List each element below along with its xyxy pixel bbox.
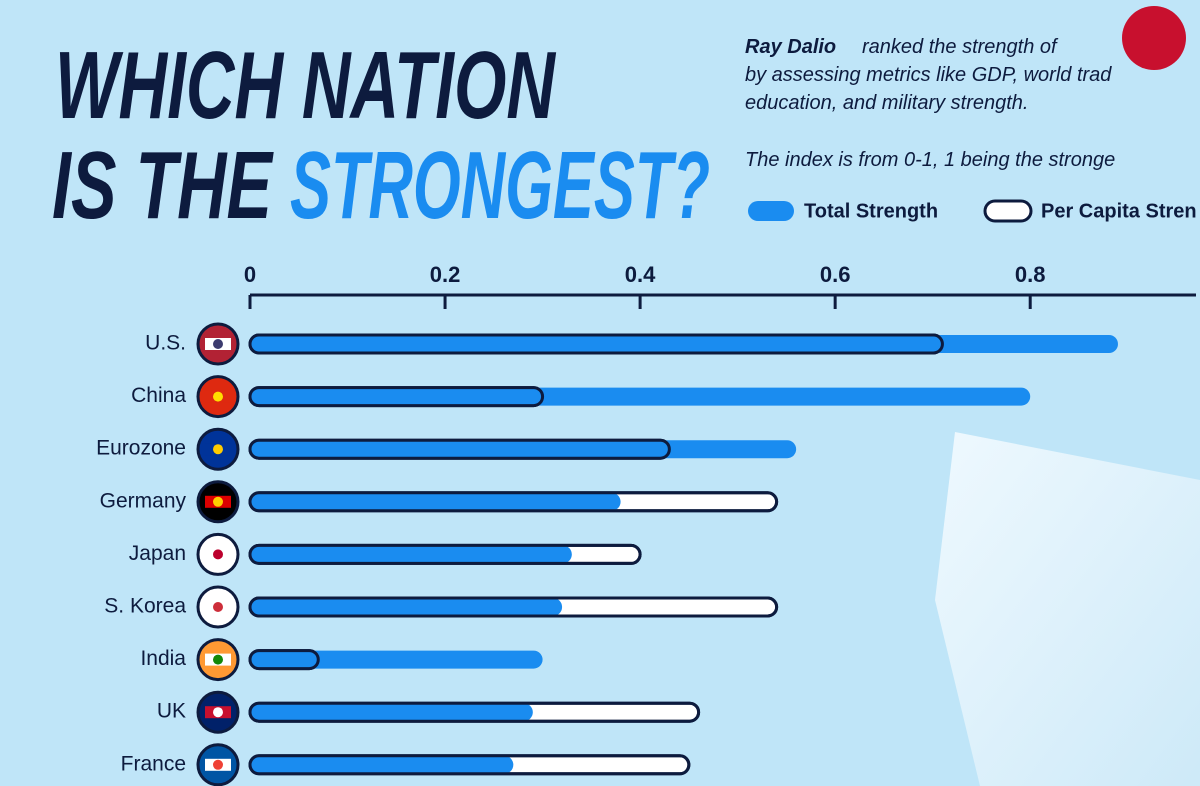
x-tick-label: 0.6: [820, 262, 851, 287]
description: The index is from 0-1, 1 being the stron…: [745, 149, 1115, 171]
category-label: Germany: [100, 489, 187, 512]
x-tick-label: 0: [244, 262, 256, 287]
category-label: China: [131, 384, 186, 407]
title-line: WHICH NATION: [55, 32, 556, 139]
category-label: Japan: [129, 542, 186, 565]
description: by assessing metrics like GDP, world tra…: [745, 64, 1112, 86]
legend-label: Total Strength: [804, 200, 938, 222]
description: Ray Dalio: [745, 36, 836, 58]
flag-emblem: [213, 707, 223, 718]
total-bar: [250, 492, 621, 511]
total-bar: [250, 440, 797, 459]
flag-emblem: [213, 444, 223, 455]
category-label: India: [140, 647, 186, 670]
watermark-logo: [1122, 6, 1186, 70]
category-label: S. Korea: [104, 595, 186, 618]
flag-emblem: [213, 654, 223, 665]
total-bar: [250, 650, 543, 669]
total-bar: [250, 335, 1118, 353]
flag-emblem: [213, 602, 223, 612]
flag-cloth: [935, 432, 1200, 786]
per-capita-outline: [248, 333, 944, 355]
total-bar: [250, 598, 563, 616]
flag-emblem: [213, 759, 223, 770]
title-line: IS THE: [52, 132, 274, 239]
per-capita-outline: [248, 438, 671, 460]
legend-swatch: [983, 199, 1033, 223]
flag-emblem: [213, 496, 223, 507]
description: ranked the strength of: [862, 36, 1059, 58]
category-label: UK: [157, 700, 186, 723]
legend-swatch: [748, 201, 794, 221]
per-capita-outline: [248, 701, 701, 723]
per-capita-outline: [248, 649, 320, 671]
flag-emblem: [213, 549, 223, 560]
per-capita-outline: [248, 386, 545, 408]
total-bar: [250, 545, 572, 564]
category-label: France: [121, 752, 186, 775]
x-tick-label: 0.8: [1015, 262, 1046, 287]
x-tick-label: 0.4: [625, 262, 656, 287]
x-tick-label: 0.2: [430, 262, 461, 287]
per-capita-outline: [248, 491, 779, 513]
description: education, and military strength.: [745, 92, 1029, 114]
per-capita-outline: [248, 596, 779, 618]
total-bar: [250, 755, 514, 774]
per-capita-outline: [248, 543, 642, 565]
per-capita-outline: [248, 754, 691, 776]
total-bar: [250, 387, 1031, 406]
category-label: Eurozone: [96, 437, 186, 460]
flag-emblem: [213, 339, 223, 349]
total-bar: [250, 703, 533, 722]
title-line: STRONGEST?: [290, 132, 710, 239]
legend-label: Per Capita Stren: [1041, 200, 1197, 222]
legend: Total Strength Per Capita Stren: [748, 199, 1197, 223]
flag-emblem: [213, 391, 223, 402]
category-label: U.S.: [145, 332, 186, 355]
